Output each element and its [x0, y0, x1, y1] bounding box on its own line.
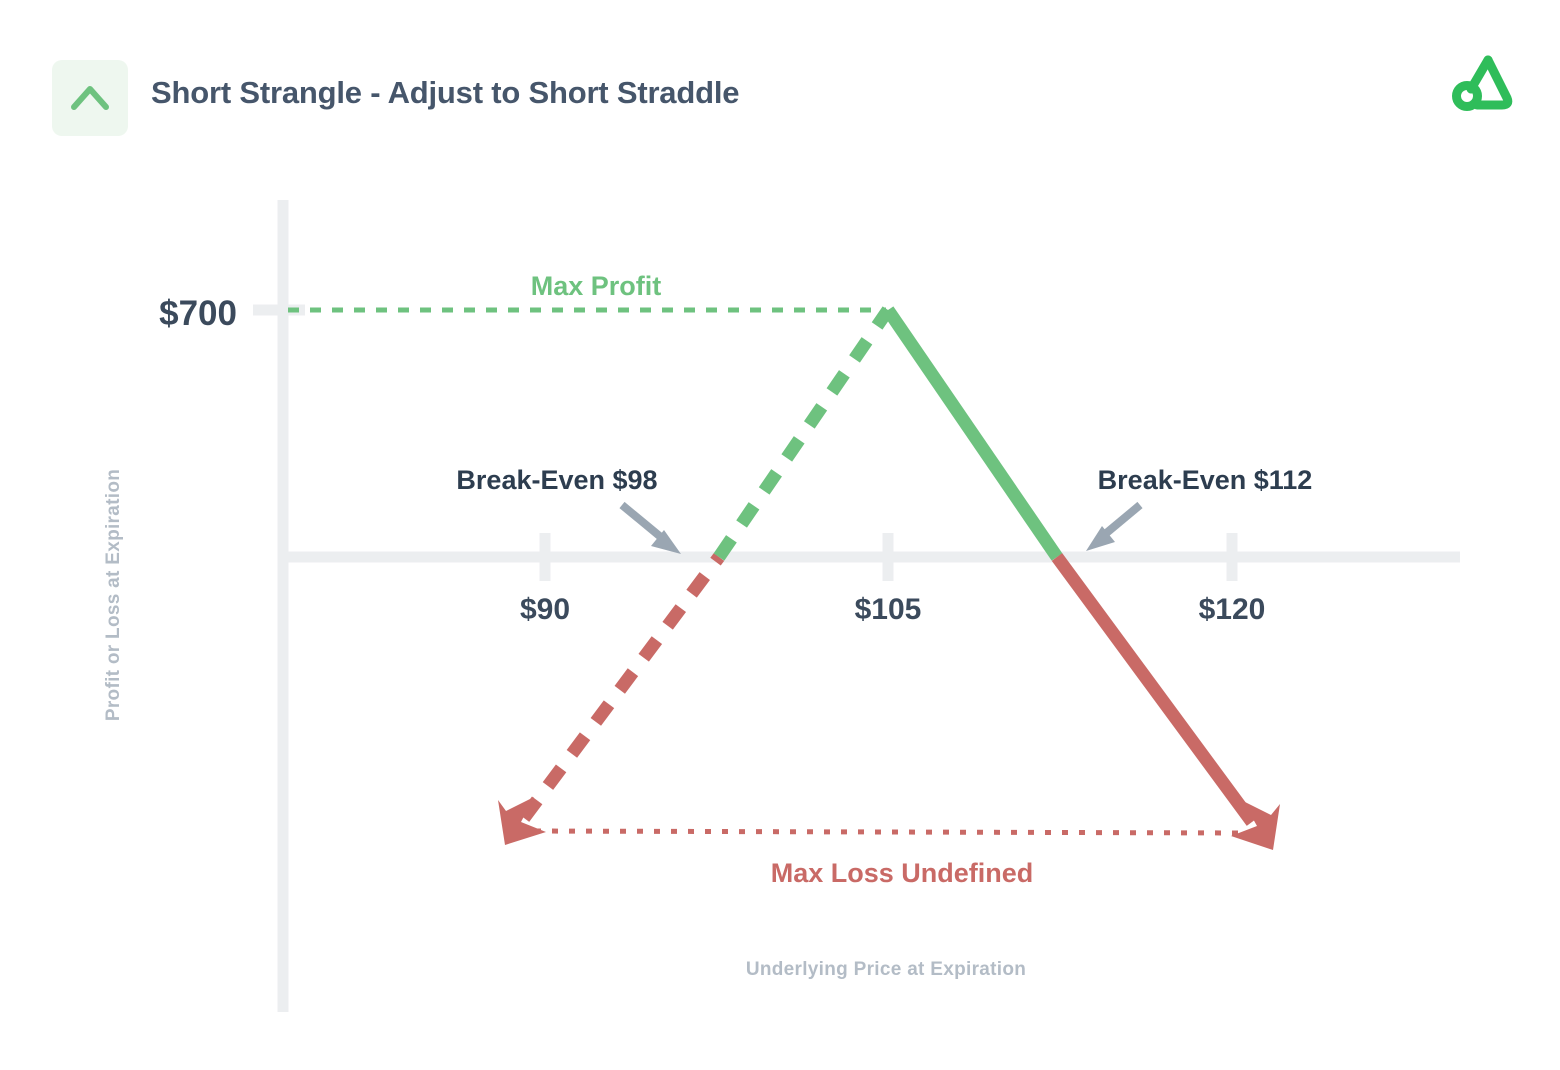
chevron-up-icon	[52, 60, 128, 136]
header: Short Strangle - Adjust to Short Straddl…	[0, 0, 1560, 170]
break-even-right-arrow	[1086, 501, 1143, 551]
payoff-line-right-loss	[1051, 553, 1258, 826]
y-axis-title: Profit or Loss at Expiration	[103, 469, 124, 721]
break-even-left-arrow	[619, 501, 681, 554]
payoff-line-left-profit	[713, 306, 894, 561]
brand-logo-icon	[1447, 50, 1515, 120]
max-loss-connector-line	[534, 828, 1241, 836]
x-tick-label-120: $120	[1199, 593, 1266, 626]
payoff-line-left-loss	[518, 553, 725, 822]
max-profit-label: Max Profit	[531, 271, 662, 301]
max-loss-arrowhead-right	[1231, 801, 1280, 850]
max-loss-label: Max Loss Undefined	[771, 858, 1034, 888]
y-tick-label-700: $700	[159, 294, 237, 333]
page-title: Short Strangle - Adjust to Short Straddl…	[151, 75, 740, 110]
payoff-line-right-profit	[882, 306, 1063, 561]
break-even-right-label: Break-Even $112	[1098, 465, 1313, 495]
max-loss-arrowhead-left	[498, 797, 546, 845]
x-tick-label-90: $90	[520, 593, 570, 626]
x-tick-label-105: $105	[855, 593, 922, 626]
break-even-left-label: Break-Even $98	[456, 465, 657, 495]
x-axis-title: Underlying Price at Expiration	[746, 959, 1026, 980]
